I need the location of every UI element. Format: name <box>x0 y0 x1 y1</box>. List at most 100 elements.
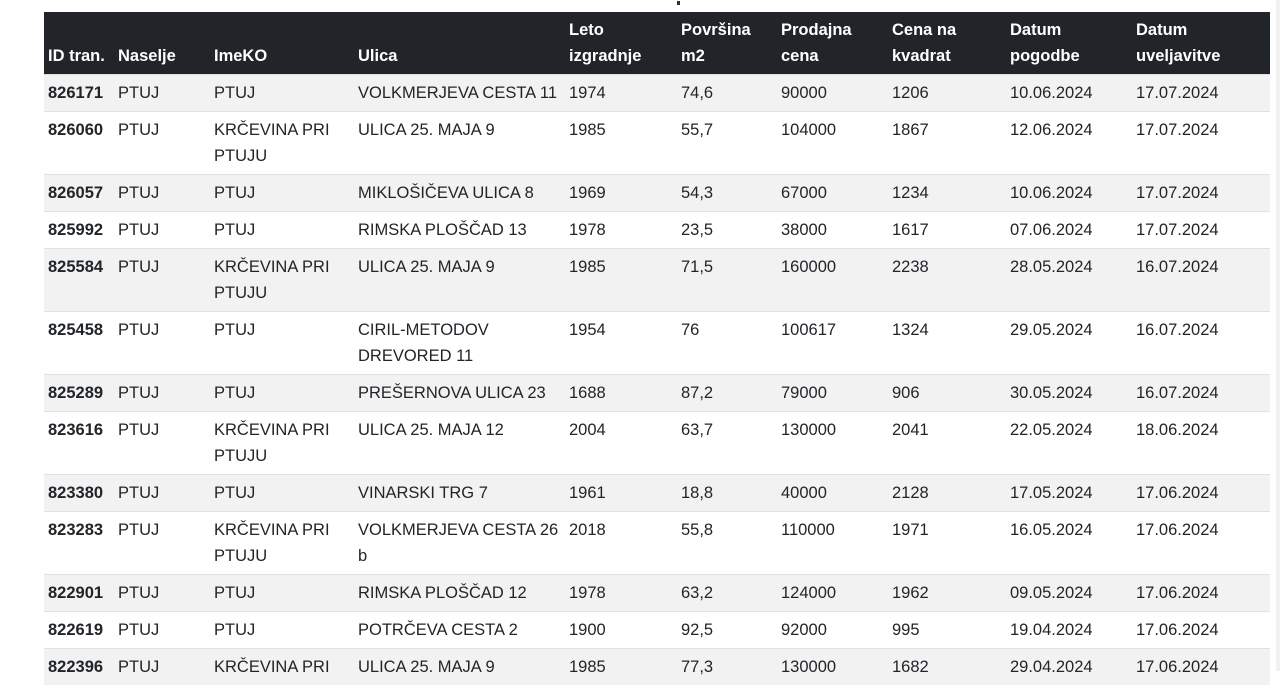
col-header-datum-uveljavitve[interactable]: Datum uveljavitve <box>1132 12 1270 75</box>
cell-id: 822396 <box>44 649 114 685</box>
cell-prodajna-cena: 104000 <box>777 112 888 175</box>
cell-povrsina: 18,8 <box>677 475 777 512</box>
cell-leto: 1985 <box>565 249 677 312</box>
cell-cena-kvadrat: 2128 <box>888 475 1006 512</box>
col-header-datum-pogodbe[interactable]: Datum pogodbe <box>1006 12 1132 75</box>
cell-leto: 1985 <box>565 649 677 685</box>
col-header-ulica[interactable]: Ulica <box>354 12 565 75</box>
cell-datum-uveljavitve: 17.06.2024 <box>1132 512 1270 575</box>
cell-cena-kvadrat: 1617 <box>888 212 1006 249</box>
cell-imeko: KRČEVINA PRI <box>210 649 354 685</box>
transactions-table: ID tran. Naselje ImeKO Ulica Leto izgrad… <box>44 12 1270 685</box>
cell-datum-uveljavitve: 17.06.2024 <box>1132 475 1270 512</box>
page: ID tran. Naselje ImeKO Ulica Leto izgrad… <box>0 0 1280 671</box>
cell-povrsina: 55,7 <box>677 112 777 175</box>
cell-ulica: VOLKMERJEVA CESTA 11 <box>354 75 565 112</box>
cell-prodajna-cena: 92000 <box>777 612 888 649</box>
cell-ulica: VOLKMERJEVA CESTA 26 b <box>354 512 565 575</box>
cell-leto: 1900 <box>565 612 677 649</box>
cell-prodajna-cena: 67000 <box>777 175 888 212</box>
cell-datum-pogodbe: 12.06.2024 <box>1006 112 1132 175</box>
cell-imeko: PTUJ <box>210 475 354 512</box>
col-header-cena-kvadrat[interactable]: Cena na kvadrat <box>888 12 1006 75</box>
cell-naselje: PTUJ <box>114 112 210 175</box>
cell-imeko: KRČEVINA PRI PTUJU <box>210 412 354 475</box>
cell-naselje: PTUJ <box>114 412 210 475</box>
cell-prodajna-cena: 110000 <box>777 512 888 575</box>
cell-ulica: RIMSKA PLOŠČAD 13 <box>354 212 565 249</box>
cell-datum-pogodbe: 17.05.2024 <box>1006 475 1132 512</box>
cell-povrsina: 54,3 <box>677 175 777 212</box>
cell-imeko: KRČEVINA PRI PTUJU <box>210 112 354 175</box>
col-header-povrsina[interactable]: Površina m2 <box>677 12 777 75</box>
cell-naselje: PTUJ <box>114 649 210 685</box>
cell-naselje: PTUJ <box>114 375 210 412</box>
cell-imeko: PTUJ <box>210 175 354 212</box>
cell-leto: 1969 <box>565 175 677 212</box>
cell-prodajna-cena: 38000 <box>777 212 888 249</box>
cell-leto: 1985 <box>565 112 677 175</box>
cell-povrsina: 23,5 <box>677 212 777 249</box>
cell-povrsina: 74,6 <box>677 75 777 112</box>
cell-cena-kvadrat: 1971 <box>888 512 1006 575</box>
cell-leto: 1978 <box>565 575 677 612</box>
cell-imeko: PTUJ <box>210 312 354 375</box>
cell-id: 826171 <box>44 75 114 112</box>
cell-id: 826057 <box>44 175 114 212</box>
cell-povrsina: 63,7 <box>677 412 777 475</box>
cell-datum-uveljavitve: 17.07.2024 <box>1132 112 1270 175</box>
cell-cena-kvadrat: 2238 <box>888 249 1006 312</box>
cell-datum-pogodbe: 19.04.2024 <box>1006 612 1132 649</box>
cell-cena-kvadrat: 1682 <box>888 649 1006 685</box>
cell-prodajna-cena: 130000 <box>777 412 888 475</box>
cell-povrsina: 63,2 <box>677 575 777 612</box>
cell-naselje: PTUJ <box>114 75 210 112</box>
cell-prodajna-cena: 130000 <box>777 649 888 685</box>
cell-naselje: PTUJ <box>114 312 210 375</box>
col-header-naselje[interactable]: Naselje <box>114 12 210 75</box>
cell-imeko: KRČEVINA PRI PTUJU <box>210 249 354 312</box>
cell-id: 822901 <box>44 575 114 612</box>
cell-prodajna-cena: 40000 <box>777 475 888 512</box>
cell-datum-uveljavitve: 17.06.2024 <box>1132 649 1270 685</box>
col-header-leto[interactable]: Leto izgradnje <box>565 12 677 75</box>
cell-cena-kvadrat: 1234 <box>888 175 1006 212</box>
cell-ulica: CIRIL-METODOV DREVORED 11 <box>354 312 565 375</box>
col-header-imeko[interactable]: ImeKO <box>210 12 354 75</box>
cell-naselje: PTUJ <box>114 212 210 249</box>
cell-datum-uveljavitve: 18.06.2024 <box>1132 412 1270 475</box>
cell-cena-kvadrat: 1324 <box>888 312 1006 375</box>
col-header-prodajna-cena[interactable]: Prodajna cena <box>777 12 888 75</box>
cell-imeko: PTUJ <box>210 575 354 612</box>
col-header-id[interactable]: ID tran. <box>44 12 114 75</box>
cell-datum-pogodbe: 29.04.2024 <box>1006 649 1132 685</box>
cell-imeko: PTUJ <box>210 212 354 249</box>
cell-ulica: RIMSKA PLOŠČAD 12 <box>354 575 565 612</box>
cell-id: 825289 <box>44 375 114 412</box>
cell-datum-uveljavitve: 16.07.2024 <box>1132 249 1270 312</box>
cell-naselje: PTUJ <box>114 475 210 512</box>
cell-datum-pogodbe: 07.06.2024 <box>1006 212 1132 249</box>
cell-datum-pogodbe: 10.06.2024 <box>1006 75 1132 112</box>
cell-datum-pogodbe: 09.05.2024 <box>1006 575 1132 612</box>
cell-imeko: KRČEVINA PRI PTUJU <box>210 512 354 575</box>
cell-leto: 1974 <box>565 75 677 112</box>
cell-povrsina: 87,2 <box>677 375 777 412</box>
cell-datum-pogodbe: 28.05.2024 <box>1006 249 1132 312</box>
cell-prodajna-cena: 90000 <box>777 75 888 112</box>
scrollbar-track[interactable] <box>1276 0 1280 671</box>
cell-leto: 2018 <box>565 512 677 575</box>
cell-prodajna-cena: 160000 <box>777 249 888 312</box>
cell-ulica: POTRČEVA CESTA 2 <box>354 612 565 649</box>
